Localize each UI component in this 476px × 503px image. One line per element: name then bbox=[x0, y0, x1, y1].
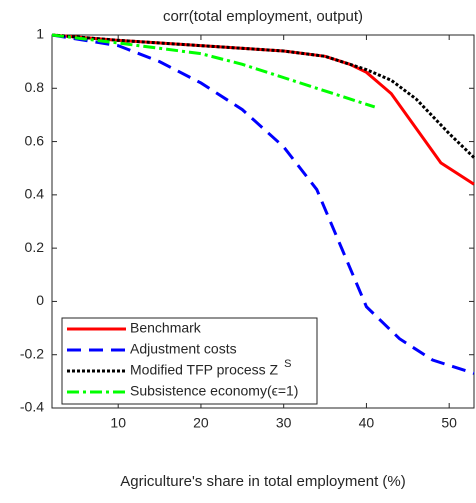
legend-label: Subsistence economy(ϵ=1) bbox=[130, 383, 298, 399]
legend-label: Adjustment costs bbox=[130, 341, 237, 357]
legend-superscript: S bbox=[284, 358, 291, 370]
chart-title: corr(total employment, output) bbox=[163, 8, 363, 25]
y-tick-label: 0 bbox=[36, 292, 44, 308]
y-tick-label: -0.4 bbox=[20, 399, 44, 415]
x-tick-label: 30 bbox=[276, 415, 292, 431]
series-line bbox=[51, 33, 376, 109]
x-tick-label: 20 bbox=[193, 415, 209, 431]
y-tick-label: -0.2 bbox=[20, 345, 44, 361]
x-tick-label: 40 bbox=[359, 415, 375, 431]
legend-box bbox=[61, 317, 318, 405]
y-tick-label: 1 bbox=[36, 26, 44, 42]
y-tick-label: 0.2 bbox=[25, 239, 45, 255]
y-tick-label: 0.4 bbox=[25, 186, 45, 202]
legend-label: Modified TFP process Z bbox=[130, 362, 279, 378]
series-line bbox=[51, 33, 475, 375]
series-line bbox=[51, 33, 476, 159]
y-tick-label: 0.6 bbox=[25, 132, 45, 148]
legend-label: Benchmark bbox=[130, 320, 202, 336]
x-axis-label: Agriculture's share in total employment … bbox=[120, 473, 405, 490]
x-tick-label: 50 bbox=[441, 415, 457, 431]
x-tick-label: 10 bbox=[110, 415, 126, 431]
y-tick-label: 0.8 bbox=[25, 79, 45, 95]
